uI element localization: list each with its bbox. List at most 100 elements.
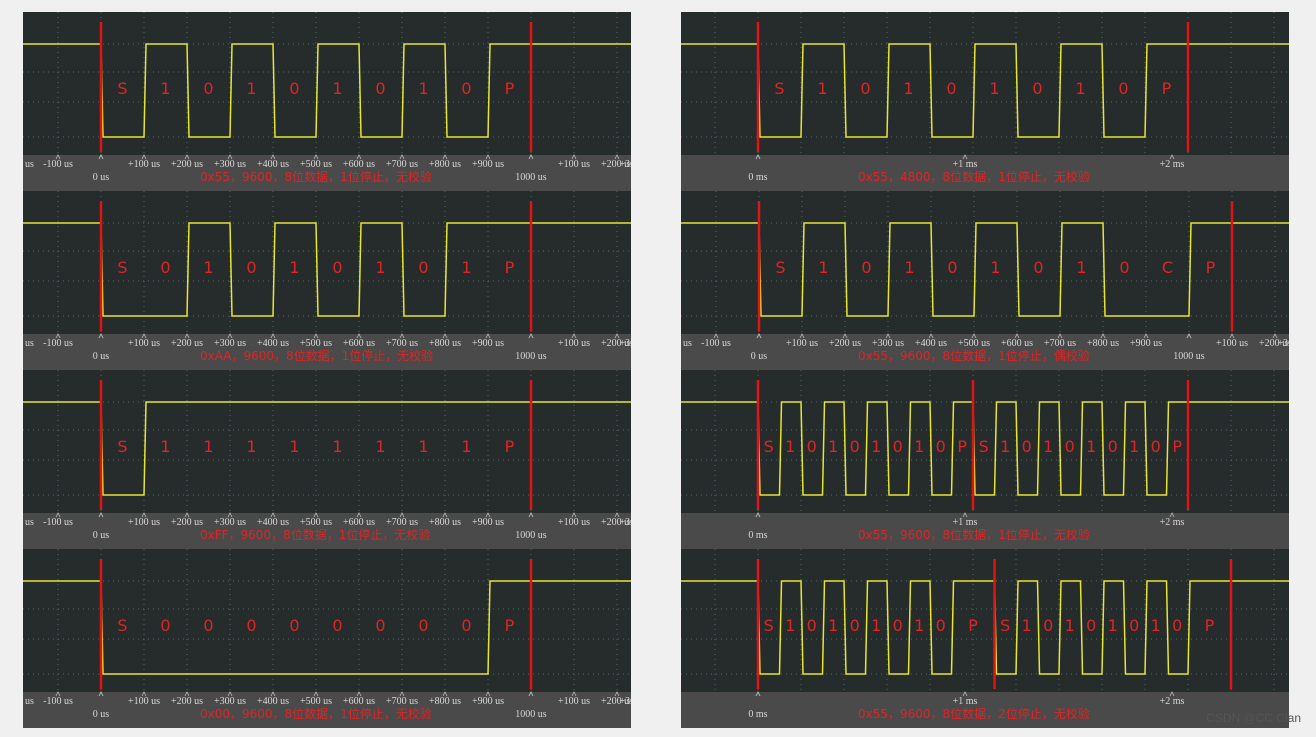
time-tick-label: +100 us [1216,338,1248,349]
scope-panel: us -100 us +100 us +200 us +300 us +400 us +50… [23,12,631,191]
tick-mark [1169,512,1175,518]
time-origin-label: 1000 us [515,172,547,183]
axis-strip [23,692,631,728]
bit-label: P [968,616,978,635]
time-tick-label: +100 us [786,338,818,349]
bit-label: 1 [914,437,924,456]
time-tick-label: us [683,338,692,349]
tick-mark [528,333,534,339]
time-tick-label: +3 [619,338,630,349]
time-origin-label: 0 us [93,351,110,362]
tick-mark [1169,691,1175,697]
tick-mark [485,691,491,697]
time-tick-label: +200 us [171,159,203,170]
bit-label: 0 [1172,616,1182,635]
waveform [23,222,631,317]
time-tick-label: +600 us [343,159,375,170]
tick-mark [98,691,104,697]
tick-mark [799,333,805,339]
tick-mark [270,154,276,160]
time-origin-label: 0 ms [748,172,767,183]
tick-mark [399,512,405,518]
tick-mark [55,154,61,160]
time-origin-label: 1000 us [515,709,547,720]
tick-mark [184,154,190,160]
time-tick-label: +500 us [300,517,332,528]
tick-mark [614,154,620,160]
bit-label: 0 [160,616,170,635]
time-tick-label: +900 us [472,338,504,349]
tick-mark [399,691,405,697]
bit-label: 1 [203,258,213,277]
time-tick-label: +700 us [386,159,418,170]
time-origin-label: 0 us [93,709,110,720]
tick-mark [1014,333,1020,339]
bit-label: 0 [375,616,385,635]
axis-strip [23,513,631,549]
time-tick-label: us [25,338,34,349]
bit-label: P [505,437,515,456]
tick-mark [270,512,276,518]
time-tick-label: +200 us [171,517,203,528]
tick-mark [98,154,104,160]
time-tick-label: +1 ms [953,696,978,707]
axis-strip [23,155,631,191]
axis-strip [681,155,1289,191]
time-tick-label: us [25,696,34,707]
time-tick-label: +100 us [558,159,590,170]
bit-label: 1 [785,437,795,456]
time-tick-label: +100 us [128,696,160,707]
tick-mark [98,333,104,339]
time-tick-label: +200 us [601,338,633,349]
time-origin-label: 1000 us [515,530,547,541]
time-tick-label: +700 us [386,517,418,528]
tick-mark [141,154,147,160]
time-tick-label: +200 us [829,338,861,349]
time-origin-label: 1000 us [515,351,547,362]
tick-mark [141,333,147,339]
bit-label: 1 [989,79,999,98]
waveform [681,43,1289,138]
time-tick-label: us [25,517,34,528]
bit-label: 1 [332,79,342,98]
bit-label: 0 [332,258,342,277]
tick-mark [313,512,319,518]
tick-mark [55,691,61,697]
tick-mark [528,691,534,697]
tick-mark [756,333,762,339]
tick-mark [356,512,362,518]
bit-label: 0 [461,616,471,635]
time-tick-label: +700 us [1044,338,1076,349]
bit-label: S [764,616,774,635]
caption: 0xAA，9600，8位数据，1位停止，无校验 [200,348,433,363]
caption: 0x55，9600，8位数据，1位停止，无校验 [858,527,1090,542]
caption: 0xFF，9600，8位数据，1位停止，无校验 [200,527,430,542]
time-tick-label: +700 us [386,696,418,707]
tick-mark [962,154,968,160]
axis-strip [681,513,1289,549]
tick-mark [141,512,147,518]
bit-label: 1 [818,258,828,277]
time-tick-label: -100 us [43,159,73,170]
bit-label: 1 [828,616,838,635]
time-tick-label: -100 us [43,338,73,349]
time-tick-label: -100 us [43,517,73,528]
scope-panel: +1 ms +2 ms0 msS 1 0 1 0 1 0 1 0 P S 1 0 1 0 1 0 1 0 P0x55，9… [681,370,1289,549]
tick-mark [571,333,577,339]
time-tick-label: +400 us [257,159,289,170]
time-tick-label: +800 us [429,159,461,170]
scope-panel: +1 ms +2 ms0 msS 1 0 1 0 1 0 1 0 P S 1 0 1 0 1 0 1 0 P0x55，9… [681,549,1289,728]
tick-mark [442,333,448,339]
time-tick-label: -100 us [43,696,73,707]
time-tick-label: +200 us [601,517,633,528]
bit-label: C [1162,258,1173,277]
bit-label: 0 [807,616,817,635]
bit-label: 1 [1108,616,1118,635]
bit-label: 0 [1129,616,1139,635]
bit-label: 1 [1065,616,1075,635]
tick-mark [1143,333,1149,339]
time-tick-label: +100 us [128,338,160,349]
bit-label: 1 [1129,437,1139,456]
bit-label: 0 [246,616,256,635]
tick-mark [571,512,577,518]
